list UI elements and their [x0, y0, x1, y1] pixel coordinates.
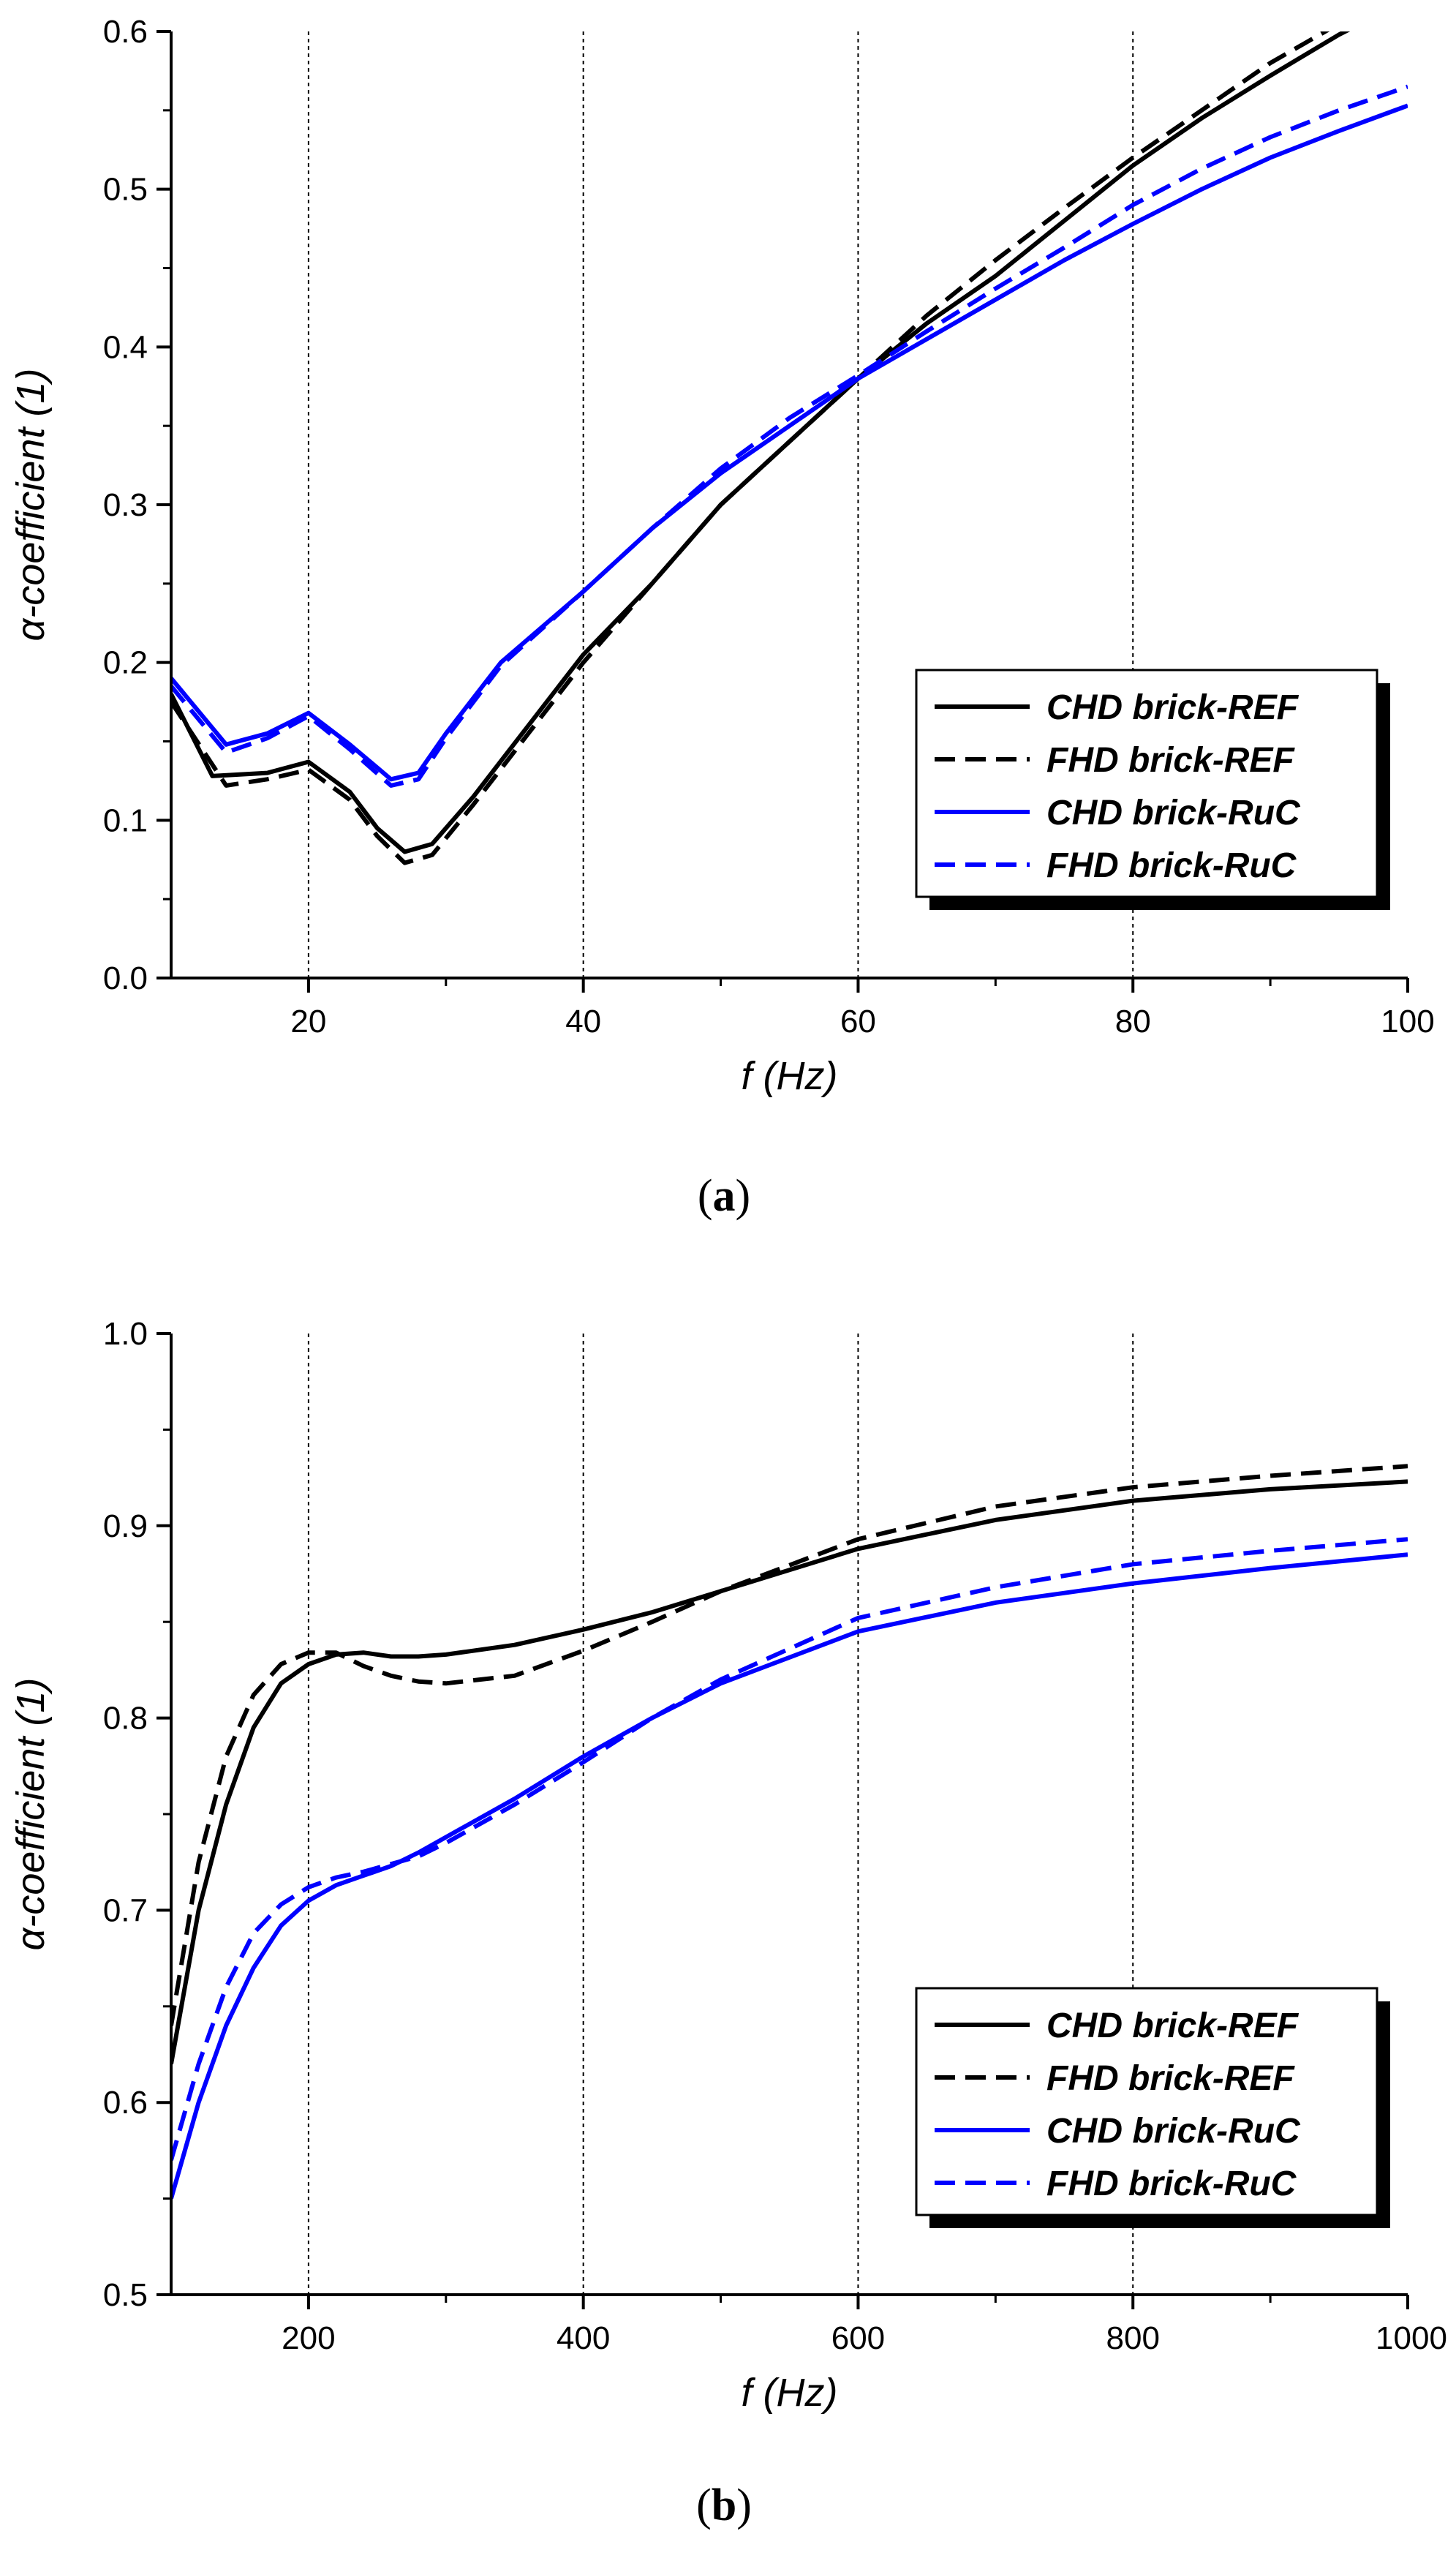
legend-label: CHD brick-REF	[1046, 688, 1300, 727]
series-line-chd-brick-ref	[171, 31, 1351, 854]
series-line-fhd-brick-ruc	[171, 84, 1408, 788]
y-tick-label: 0.5	[103, 172, 148, 208]
x-tick-label: 60	[840, 1004, 876, 1039]
y-axis-title: α-coefficient (1)	[9, 1678, 53, 1951]
x-tick-label: 600	[831, 2320, 885, 2356]
y-tick-label: 0.8	[103, 1701, 148, 1737]
x-tick-label: 20	[290, 1004, 326, 1039]
y-tick-label: 0.0	[103, 960, 148, 996]
series-line-fhd-brick-ref	[171, 31, 1330, 865]
x-axis-title: f (Hz)	[742, 2371, 838, 2415]
legend-label: CHD brick-RuC	[1046, 2112, 1301, 2151]
x-tick-label: 800	[1106, 2320, 1160, 2356]
series-line-chd-brick-ruc	[171, 1552, 1408, 2200]
legend: CHD brick-REF FHD brick-REF CHD brick-RuC F…	[915, 669, 1390, 910]
x-tick-label: 400	[557, 2320, 610, 2356]
series-line-chd-brick-ruc	[171, 103, 1408, 782]
y-tick-label: 0.6	[103, 14, 148, 50]
y-tick-label: 0.6	[103, 2085, 148, 2121]
y-tick-label: 0.5	[103, 2277, 148, 2313]
x-tick-label: 200	[282, 2320, 335, 2356]
y-tick-label: 0.2	[103, 645, 148, 681]
panel-label: (a)	[698, 1171, 750, 1221]
legend-label: CHD brick-REF	[1046, 2006, 1300, 2045]
series-line-chd-brick-ref	[171, 1479, 1408, 2065]
y-tick-label: 0.3	[103, 487, 148, 523]
series-line-fhd-brick-ref	[171, 1464, 1408, 2026]
series-line-fhd-brick-ruc	[171, 1537, 1408, 2161]
x-tick-label: 1000	[1376, 2320, 1447, 2356]
y-tick-label: 1.0	[103, 1316, 148, 1352]
panel-a: 0.0 0.1 0.2 0.3 0.4 0.5 0.6 20 40 60 80 100 f (Hz) α-…	[9, 14, 1435, 1221]
legend-label: FHD brick-RuC	[1046, 846, 1297, 885]
legend: CHD brick-REF FHD brick-REF CHD brick-RuC F…	[915, 1987, 1390, 2228]
y-tick-label: 0.7	[103, 1892, 148, 1928]
y-tick-label: 0.4	[103, 329, 148, 365]
legend-label: FHD brick-REF	[1046, 2059, 1295, 2098]
x-tick-label: 100	[1381, 1004, 1434, 1039]
y-tick-label: 0.9	[103, 1508, 148, 1544]
x-tick-label: 40	[565, 1004, 601, 1039]
y-tick-label: 0.1	[103, 802, 148, 838]
legend-label: CHD brick-RuC	[1046, 794, 1301, 832]
legend-label: FHD brick-REF	[1046, 741, 1295, 780]
panel-b: 0.5 0.6 0.7 0.8 0.9 1.0 200 400 600 800 1000 f (Hz)…	[9, 1316, 1447, 2530]
y-axis-title: α-coefficient (1)	[9, 369, 53, 642]
legend-label: FHD brick-RuC	[1046, 2165, 1297, 2203]
x-tick-label: 80	[1115, 1004, 1151, 1039]
x-axis-title: f (Hz)	[742, 1054, 838, 1098]
panel-label: (b)	[696, 2481, 752, 2530]
